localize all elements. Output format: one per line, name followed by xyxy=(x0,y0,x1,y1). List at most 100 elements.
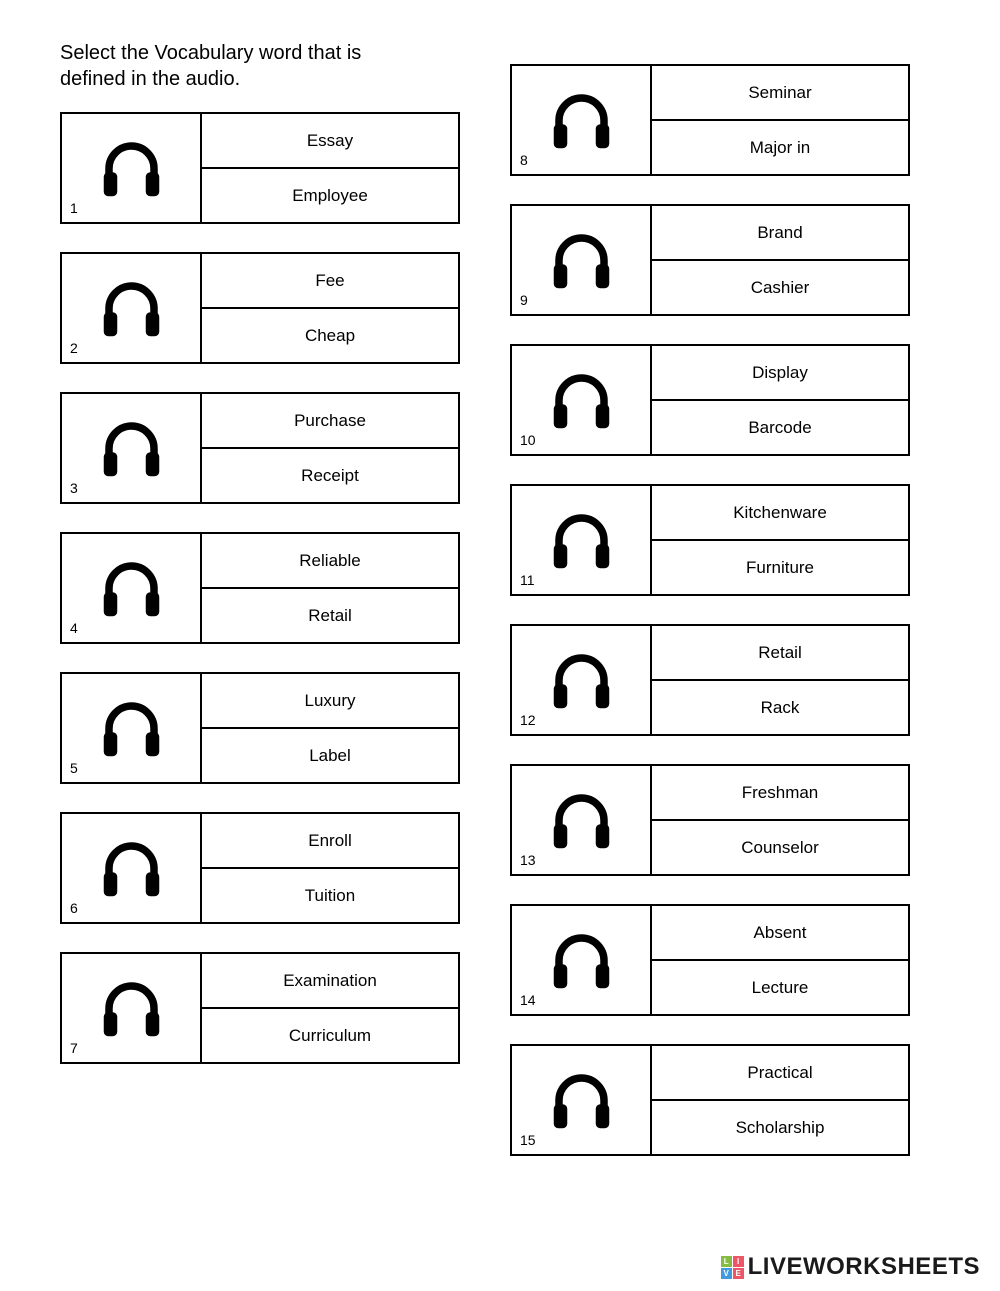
option-1[interactable]: Luxury xyxy=(202,674,458,729)
question-item: 10 Display Barcode xyxy=(510,344,910,456)
question-number: 10 xyxy=(520,432,536,448)
question-number: 5 xyxy=(70,760,78,776)
question-item: 6 Enroll Tuition xyxy=(60,812,460,924)
headphone-icon[interactable] xyxy=(94,131,169,206)
audio-cell[interactable]: 8 xyxy=(512,66,652,174)
options-container: Examination Curriculum xyxy=(202,954,458,1062)
question-item: 14 Absent Lecture xyxy=(510,904,910,1016)
headphone-icon[interactable] xyxy=(544,1063,619,1138)
option-1[interactable]: Freshman xyxy=(652,766,908,821)
headphone-icon[interactable] xyxy=(544,923,619,998)
option-2[interactable]: Major in xyxy=(652,121,908,174)
headphone-icon[interactable] xyxy=(544,223,619,298)
option-2[interactable]: Cheap xyxy=(202,309,458,362)
options-container: Brand Cashier xyxy=(652,206,908,314)
option-2[interactable]: Counselor xyxy=(652,821,908,874)
question-item: 5 Luxury Label xyxy=(60,672,460,784)
audio-cell[interactable]: 3 xyxy=(62,394,202,502)
question-number: 14 xyxy=(520,992,536,1008)
question-item: 9 Brand Cashier xyxy=(510,204,910,316)
option-1[interactable]: Enroll xyxy=(202,814,458,869)
option-2[interactable]: Rack xyxy=(652,681,908,734)
question-number: 11 xyxy=(520,572,535,588)
watermark-badge: L I V E xyxy=(721,1256,744,1279)
audio-cell[interactable]: 13 xyxy=(512,766,652,874)
question-item: 11 Kitchenware Furniture xyxy=(510,484,910,596)
question-number: 9 xyxy=(520,292,528,308)
audio-cell[interactable]: 7 xyxy=(62,954,202,1062)
watermark-badge-letter: V xyxy=(721,1268,732,1279)
option-2[interactable]: Furniture xyxy=(652,541,908,594)
audio-cell[interactable]: 4 xyxy=(62,534,202,642)
option-2[interactable]: Label xyxy=(202,729,458,782)
option-1[interactable]: Essay xyxy=(202,114,458,169)
watermark-badge-letter: L xyxy=(721,1256,732,1267)
options-container: Reliable Retail xyxy=(202,534,458,642)
question-number: 15 xyxy=(520,1132,536,1148)
left-column: 1 Essay Employee 2 Fee Cheap 3 Purchase … xyxy=(60,112,460,1156)
option-1[interactable]: Fee xyxy=(202,254,458,309)
headphone-icon[interactable] xyxy=(544,643,619,718)
audio-cell[interactable]: 11 xyxy=(512,486,652,594)
option-1[interactable]: Brand xyxy=(652,206,908,261)
option-1[interactable]: Reliable xyxy=(202,534,458,589)
question-item: 1 Essay Employee xyxy=(60,112,460,224)
audio-cell[interactable]: 12 xyxy=(512,626,652,734)
question-number: 13 xyxy=(520,852,536,868)
question-item: 7 Examination Curriculum xyxy=(60,952,460,1064)
option-2[interactable]: Receipt xyxy=(202,449,458,502)
option-2[interactable]: Cashier xyxy=(652,261,908,314)
audio-cell[interactable]: 6 xyxy=(62,814,202,922)
headphone-icon[interactable] xyxy=(544,363,619,438)
option-2[interactable]: Curriculum xyxy=(202,1009,458,1062)
option-1[interactable]: Practical xyxy=(652,1046,908,1101)
option-1[interactable]: Examination xyxy=(202,954,458,1009)
option-1[interactable]: Purchase xyxy=(202,394,458,449)
audio-cell[interactable]: 9 xyxy=(512,206,652,314)
option-1[interactable]: Display xyxy=(652,346,908,401)
option-2[interactable]: Employee xyxy=(202,169,458,222)
option-1[interactable]: Seminar xyxy=(652,66,908,121)
options-container: Purchase Receipt xyxy=(202,394,458,502)
audio-cell[interactable]: 15 xyxy=(512,1046,652,1154)
question-item: 3 Purchase Receipt xyxy=(60,392,460,504)
question-number: 8 xyxy=(520,152,528,168)
option-2[interactable]: Lecture xyxy=(652,961,908,1014)
audio-cell[interactable]: 2 xyxy=(62,254,202,362)
question-number: 1 xyxy=(70,200,78,216)
headphone-icon[interactable] xyxy=(94,551,169,626)
audio-cell[interactable]: 14 xyxy=(512,906,652,1014)
headphone-icon[interactable] xyxy=(544,783,619,858)
audio-cell[interactable]: 10 xyxy=(512,346,652,454)
option-2[interactable]: Scholarship xyxy=(652,1101,908,1154)
options-container: Retail Rack xyxy=(652,626,908,734)
headphone-icon[interactable] xyxy=(94,411,169,486)
option-1[interactable]: Retail xyxy=(652,626,908,681)
question-item: 4 Reliable Retail xyxy=(60,532,460,644)
option-2[interactable]: Retail xyxy=(202,589,458,642)
audio-cell[interactable]: 5 xyxy=(62,674,202,782)
headphone-icon[interactable] xyxy=(544,83,619,158)
watermark-badge-letter: I xyxy=(733,1256,744,1267)
headphone-icon[interactable] xyxy=(94,271,169,346)
options-container: Display Barcode xyxy=(652,346,908,454)
options-container: Seminar Major in xyxy=(652,66,908,174)
options-container: Enroll Tuition xyxy=(202,814,458,922)
options-container: Essay Employee xyxy=(202,114,458,222)
headphone-icon[interactable] xyxy=(94,831,169,906)
audio-cell[interactable]: 1 xyxy=(62,114,202,222)
option-2[interactable]: Tuition xyxy=(202,869,458,922)
headphone-icon[interactable] xyxy=(544,503,619,578)
options-container: Practical Scholarship xyxy=(652,1046,908,1154)
question-item: 13 Freshman Counselor xyxy=(510,764,910,876)
watermark-text: LIVEWORKSHEETS xyxy=(748,1253,980,1281)
option-1[interactable]: Absent xyxy=(652,906,908,961)
headphone-icon[interactable] xyxy=(94,971,169,1046)
option-2[interactable]: Barcode xyxy=(652,401,908,454)
option-1[interactable]: Kitchenware xyxy=(652,486,908,541)
question-number: 7 xyxy=(70,1040,78,1056)
options-container: Luxury Label xyxy=(202,674,458,782)
question-number: 4 xyxy=(70,620,78,636)
watermark-badge-letter: E xyxy=(733,1268,744,1279)
headphone-icon[interactable] xyxy=(94,691,169,766)
